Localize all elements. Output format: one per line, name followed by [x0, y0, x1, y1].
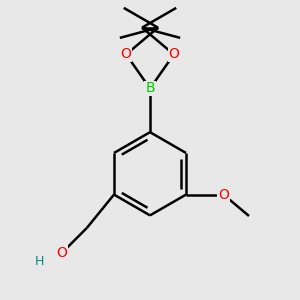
Text: B: B: [145, 82, 155, 95]
Text: H: H: [34, 255, 44, 268]
Text: O: O: [218, 188, 229, 202]
Text: O: O: [121, 47, 132, 61]
Text: O: O: [56, 246, 68, 260]
Text: O: O: [168, 47, 179, 61]
